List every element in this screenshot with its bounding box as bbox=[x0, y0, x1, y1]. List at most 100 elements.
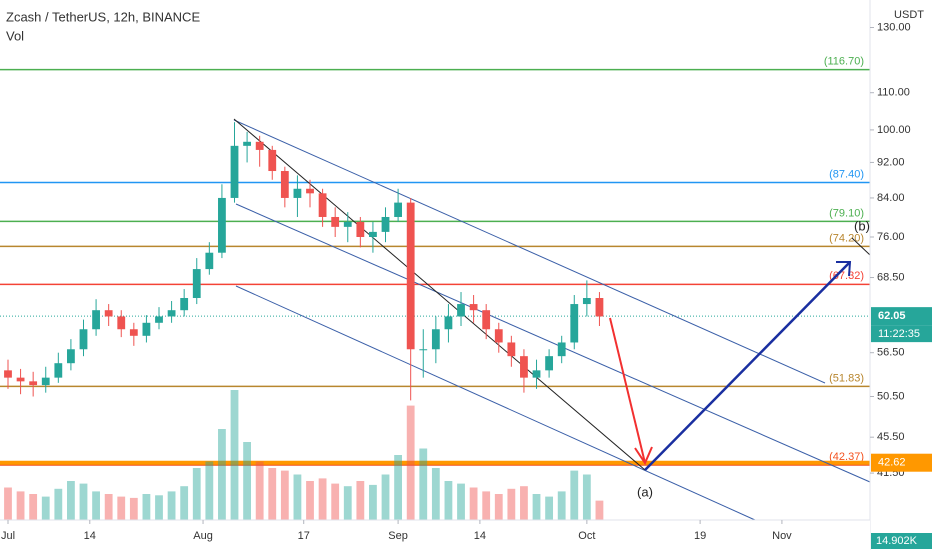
volume-bar bbox=[67, 481, 75, 520]
candle-body bbox=[532, 370, 541, 378]
volume-bar bbox=[356, 481, 365, 520]
volume-bar bbox=[104, 494, 113, 520]
volume-bar bbox=[532, 494, 541, 520]
candle-body bbox=[255, 141, 264, 150]
channel-upper bbox=[233, 119, 826, 384]
volume-bar bbox=[230, 390, 239, 520]
last-price-tag bbox=[871, 307, 932, 326]
volume-title[interactable]: Vol bbox=[6, 28, 24, 43]
level-label: (51.83) bbox=[829, 372, 864, 384]
y-tick-label: 110.00 bbox=[877, 87, 910, 99]
trend-line bbox=[233, 118, 646, 471]
currency: USDT bbox=[894, 9, 924, 21]
volume-bar bbox=[167, 491, 176, 520]
x-tick-label: 14 bbox=[474, 530, 486, 542]
wave-annotation: (a) bbox=[637, 484, 653, 499]
level-label: (87.40) bbox=[829, 168, 864, 180]
candle-body bbox=[419, 349, 428, 351]
volume-bar bbox=[92, 491, 100, 520]
candle-body bbox=[406, 202, 415, 350]
x-tick-label: Nov bbox=[772, 530, 792, 542]
candle-body bbox=[205, 252, 214, 270]
volume-bar bbox=[16, 491, 25, 520]
candle-body bbox=[4, 370, 12, 378]
volume-bar bbox=[520, 486, 528, 520]
volume-bar bbox=[192, 468, 201, 520]
wave-line bbox=[851, 237, 871, 256]
candle-body bbox=[268, 149, 277, 172]
volume-bar bbox=[280, 470, 289, 520]
volume-bar bbox=[29, 494, 38, 520]
volume-tag bbox=[871, 533, 932, 549]
volume-bar bbox=[268, 468, 277, 520]
candle-body bbox=[293, 188, 302, 198]
volume-bar bbox=[4, 487, 12, 520]
x-tick-label: 19 bbox=[694, 530, 706, 542]
volume-bar bbox=[306, 481, 314, 520]
symbol-title[interactable]: Zcash / TetherUS, 12h, BINANCE bbox=[6, 9, 200, 24]
volume-bar bbox=[394, 455, 402, 520]
y-tick-label: 45.50 bbox=[877, 431, 905, 443]
candle-body bbox=[582, 298, 591, 305]
y-tick-label: 68.50 bbox=[877, 271, 905, 283]
candle-body bbox=[318, 193, 327, 217]
candle-body bbox=[557, 342, 566, 357]
up-arrow-head bbox=[836, 261, 852, 277]
level-label: (79.10) bbox=[829, 207, 864, 219]
volume-bar bbox=[419, 448, 428, 520]
candle-body bbox=[54, 363, 63, 378]
candle-body bbox=[117, 316, 126, 330]
x-tick-label: Aug bbox=[193, 530, 213, 542]
candle-body bbox=[431, 329, 440, 350]
level-label: (116.70) bbox=[824, 56, 864, 68]
candle-body bbox=[356, 221, 365, 237]
candle-body bbox=[444, 316, 453, 330]
volume-bar bbox=[482, 491, 491, 520]
y-tick-label: 130.00 bbox=[877, 21, 911, 33]
volume-bar bbox=[595, 500, 604, 520]
candle-body bbox=[343, 221, 352, 227]
candle-body bbox=[218, 197, 226, 253]
volume-tag-label: 14.902K bbox=[876, 535, 918, 547]
up-arrow bbox=[644, 261, 851, 471]
candle-body bbox=[280, 171, 289, 198]
candle-body bbox=[16, 377, 25, 382]
volume-bar bbox=[218, 429, 226, 520]
x-tick-label: 14 bbox=[84, 530, 96, 542]
candle-body bbox=[67, 349, 75, 364]
y-tick-label: 100.00 bbox=[877, 124, 911, 136]
x-tick-label: Oct bbox=[578, 530, 595, 542]
volume-bar bbox=[318, 478, 327, 520]
candle-body bbox=[394, 202, 402, 217]
candle-body bbox=[331, 216, 340, 227]
alert-price-label: 42.62 bbox=[878, 457, 906, 469]
y-tick-label: 92.00 bbox=[877, 156, 905, 168]
candle-body bbox=[494, 329, 503, 343]
volume-bar bbox=[570, 470, 579, 520]
last-price-label: 62.05 bbox=[878, 310, 906, 322]
time-axis bbox=[0, 520, 870, 550]
candle-body bbox=[507, 342, 516, 357]
volume-bar bbox=[457, 483, 465, 520]
volume-bar bbox=[406, 405, 415, 520]
volume-bar bbox=[545, 496, 554, 520]
volume-bar bbox=[79, 483, 88, 520]
volume-bar bbox=[180, 486, 189, 520]
countdown-tag bbox=[871, 325, 932, 343]
candle-body bbox=[570, 304, 579, 343]
candle-body bbox=[92, 310, 100, 330]
candle-body bbox=[167, 310, 176, 317]
candle-body bbox=[369, 231, 377, 237]
y-tick-label: 84.00 bbox=[877, 192, 905, 204]
candle-body bbox=[306, 188, 314, 194]
channel-middle bbox=[235, 203, 871, 483]
candle-body bbox=[520, 356, 528, 378]
candle-body bbox=[29, 381, 38, 386]
candle-body bbox=[192, 269, 201, 299]
down-arrow-head bbox=[634, 446, 653, 466]
candle-body bbox=[381, 216, 390, 232]
candle-body bbox=[469, 304, 478, 311]
candle-body bbox=[243, 141, 251, 146]
